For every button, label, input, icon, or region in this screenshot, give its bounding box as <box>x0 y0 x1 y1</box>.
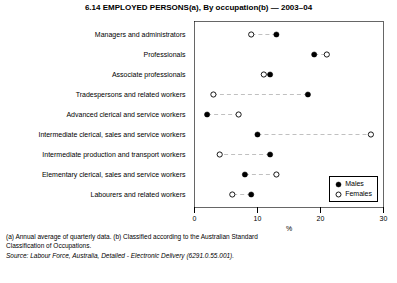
html-text:(a) Annual average of quarterl: (a) Annual average of quarterly data. (b… <box>6 233 258 240</box>
svg-text:%: % <box>286 225 292 232</box>
svg-text:Labourers and related workers: Labourers and related workers <box>91 191 186 198</box>
svg-text:Intermediate production and tr: Intermediate production and transport wo… <box>42 151 186 159</box>
html-text:Males: Males <box>345 180 364 187</box>
svg-text:Tradespersons and related work: Tradespersons and related workers <box>76 91 186 99</box>
svg-text:Managers and administrators: Managers and administrators <box>95 31 186 39</box>
svg-text:Elementary clerical, sales and: Elementary clerical, sales and service w… <box>42 171 186 179</box>
svg-text:30: 30 <box>380 215 388 222</box>
svg-text:Professionals: Professionals <box>143 51 186 58</box>
svg-text:Intermediate clerical, sales a: Intermediate clerical, sales and service… <box>38 131 186 138</box>
svg-text:Advanced clerical and service: Advanced clerical and service workers <box>66 111 186 118</box>
svg-text:20: 20 <box>317 215 325 222</box>
html-text:6.14 EMPLOYED PERSONS(a), By o: 6.14 EMPLOYED PERSONS(a), By occupation(… <box>84 3 313 12</box>
svg-text:0: 0 <box>193 215 197 222</box>
html-text:Females: Females <box>345 190 372 197</box>
html-text:Source: Labour Force, Australi: Source: Labour Force, Australia, Detaile… <box>6 252 235 259</box>
svg-text:10: 10 <box>254 215 262 222</box>
html-text:Classification of Occupations.: Classification of Occupations. <box>6 241 92 249</box>
svg-text:Associate professionals: Associate professionals <box>112 71 186 79</box>
